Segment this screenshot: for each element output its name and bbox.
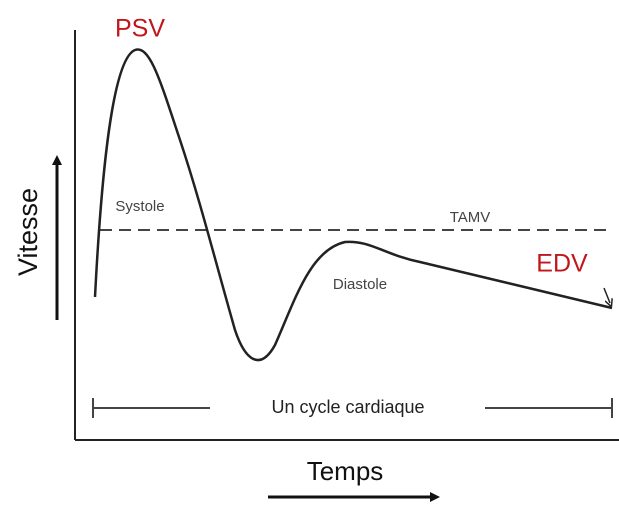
- diastole-label: Diastole: [333, 276, 387, 293]
- tamv-label: TAMV: [450, 209, 491, 226]
- edv-label: EDV: [536, 250, 588, 278]
- systole-label: Systole: [115, 198, 164, 215]
- y-axis-label: Vitesse: [13, 188, 43, 276]
- edv-arrow: [603, 287, 610, 303]
- x-axis-label: Temps: [307, 456, 384, 486]
- velocity-curve: [93, 48, 613, 362]
- psv-label: PSV: [115, 15, 165, 43]
- cycle-label: Un cycle cardiaque: [271, 397, 424, 417]
